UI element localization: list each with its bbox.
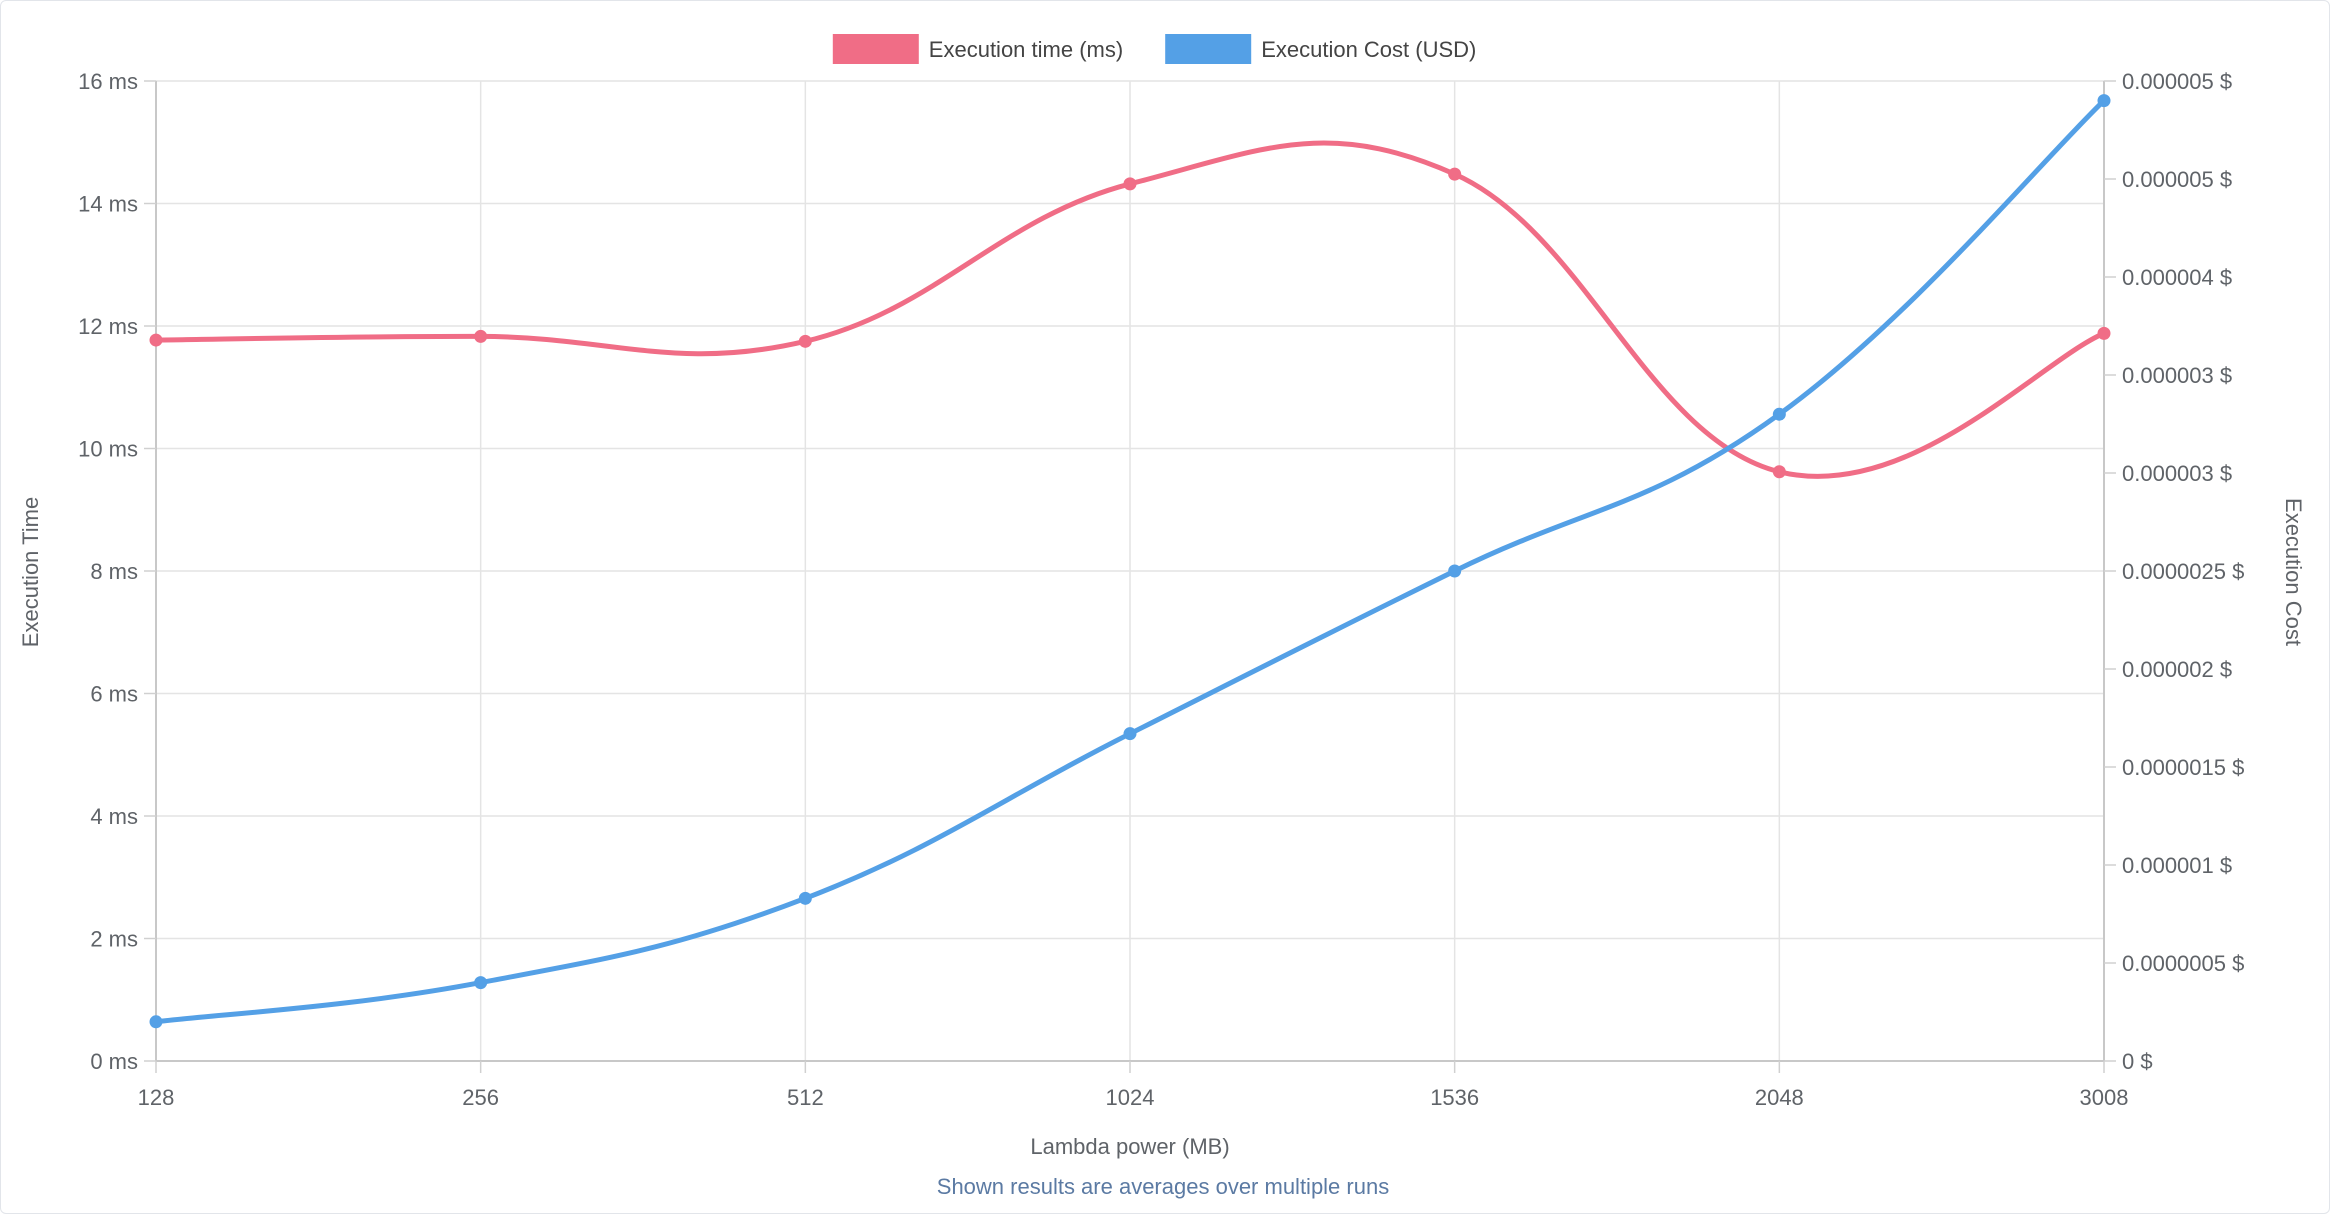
left-tick-label: 2 ms (90, 927, 138, 952)
left-tick-label: 6 ms (90, 682, 138, 707)
execution-cost-point[interactable] (1772, 407, 1786, 421)
execution-cost-point[interactable] (798, 891, 812, 905)
legend-label: Execution Cost (USD) (1261, 37, 1476, 62)
left-tick-label: 8 ms (90, 559, 138, 584)
x-tick-label: 3008 (2080, 1085, 2129, 1110)
execution-cost-point[interactable] (1123, 727, 1137, 741)
y-axis-left-title: Execution Time (18, 497, 43, 647)
execution-time-point[interactable] (474, 329, 488, 343)
right-tick-label: 0.000005 $ (2122, 69, 2232, 94)
execution-cost-point[interactable] (1448, 564, 1462, 578)
execution-time-point[interactable] (149, 333, 163, 347)
x-axis-title: Lambda power (MB) (1030, 1134, 1229, 1159)
footer-note: Shown results are averages over multiple… (937, 1174, 1389, 1199)
right-tick-label: 0.000003 $ (2122, 363, 2232, 388)
execution-cost-point[interactable] (149, 1015, 163, 1029)
x-axis-ticks: 128 256 512 1024 1536 2048 3008 (138, 1061, 2129, 1110)
left-tick-label: 16 ms (78, 69, 138, 94)
series-lines (149, 94, 2111, 1029)
legend-item-execution-time[interactable]: Execution time (ms) (832, 34, 1123, 64)
right-tick-label: 0.000004 $ (2122, 265, 2232, 290)
left-tick-label: 14 ms (78, 192, 138, 217)
right-tick-label: 0.000002 $ (2122, 657, 2232, 682)
right-tick-label: 0.0000015 $ (2122, 755, 2244, 780)
right-axis-ticks: 0 $ 0.0000005 $ 0.000001 $ 0.0000015 $ 0.000… (2104, 69, 2244, 1074)
legend-item-execution-cost[interactable]: Execution Cost (USD) (1165, 34, 1476, 64)
right-tick-label: 0.0000005 $ (2122, 951, 2244, 976)
x-tick-label: 256 (462, 1085, 499, 1110)
execution-time-point[interactable] (1123, 177, 1137, 191)
execution-cost-point[interactable] (2097, 94, 2111, 108)
legend-swatch (1165, 34, 1252, 64)
right-tick-label: 0.000001 $ (2122, 853, 2232, 878)
right-tick-label: 0.000003 $ (2122, 461, 2232, 486)
execution-cost-point[interactable] (474, 976, 488, 990)
x-tick-label: 512 (787, 1085, 824, 1110)
left-tick-label: 4 ms (90, 804, 138, 829)
x-tick-label: 1536 (1430, 1085, 1479, 1110)
left-tick-label: 10 ms (78, 437, 138, 462)
right-tick-label: 0.000005 $ (2122, 167, 2232, 192)
execution-time-point[interactable] (1772, 465, 1786, 479)
x-tick-label: 128 (138, 1085, 175, 1110)
left-axis-ticks: 0 ms 2 ms 4 ms 6 ms 8 ms 10 ms 12 ms 14 ms 16 ms (78, 69, 156, 1074)
legend-label: Execution time (ms) (929, 37, 1123, 62)
right-tick-label: 0 $ (2122, 1049, 2153, 1074)
y-axis-right-title: Execution Cost (2281, 498, 2306, 646)
legend-swatch (832, 34, 919, 64)
execution-time-point[interactable] (1448, 167, 1462, 181)
right-tick-label: 0.0000025 $ (2122, 559, 2244, 584)
grid-lines (155, 80, 2105, 1062)
left-tick-label: 12 ms (78, 314, 138, 339)
execution-time-point[interactable] (2097, 326, 2111, 340)
x-tick-label: 1024 (1106, 1085, 1155, 1110)
x-tick-label: 2048 (1755, 1085, 1804, 1110)
legend[interactable]: Execution time (ms) Execution Cost (USD) (832, 34, 1477, 64)
execution-time-point[interactable] (798, 334, 812, 348)
left-tick-label: 0 ms (90, 1049, 138, 1074)
